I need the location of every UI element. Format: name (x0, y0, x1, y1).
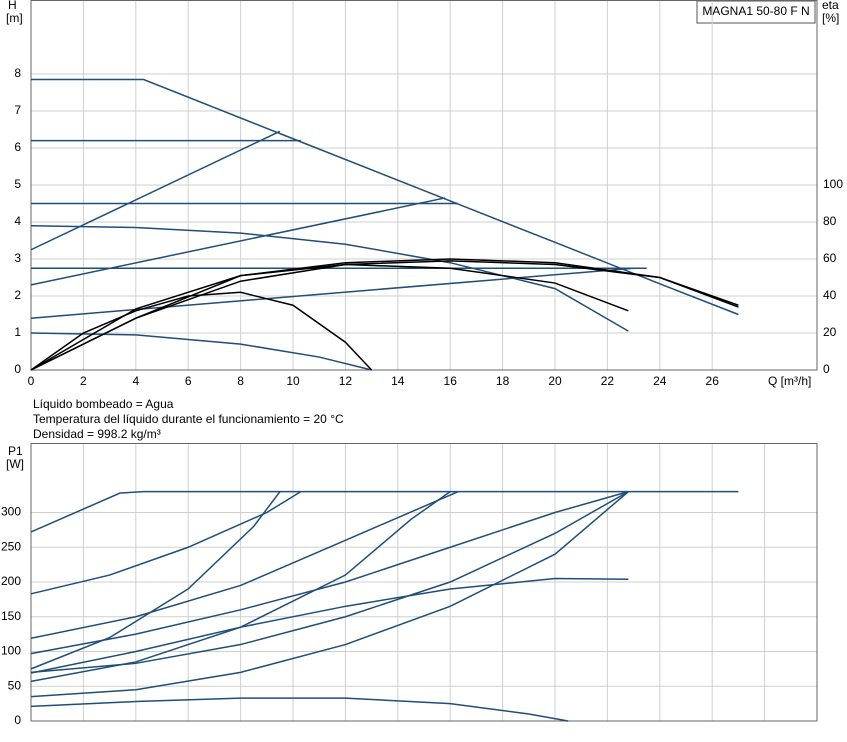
chart-title: MAGNA1 50-80 F N (702, 4, 809, 18)
x-tick-label: 22 (601, 374, 615, 388)
y2-tick-label: 60 (823, 251, 837, 265)
curve (30, 490, 629, 655)
curve (30, 260, 739, 371)
curve (30, 697, 569, 722)
y-unit: [m] (6, 11, 23, 25)
y-tick-label: 300 (1, 505, 21, 519)
y2-tick-label: 40 (823, 288, 837, 302)
y2-tick-label: 100 (823, 177, 843, 191)
x-tick-label: 14 (391, 374, 405, 388)
y-tick-label: 5 (14, 177, 21, 191)
curve (30, 224, 629, 332)
y-tick-label: 150 (1, 609, 21, 623)
y-tick-label: 8 (14, 66, 21, 80)
x-tick-label: 16 (444, 374, 458, 388)
curve (30, 490, 629, 674)
y-tick-label: 6 (14, 140, 21, 154)
note: Densidad = 998.2 kg/m³ (33, 427, 161, 441)
x-tick-label: 18 (496, 374, 510, 388)
y-tick-label: 0 (14, 362, 21, 376)
y-label: P1 (8, 444, 23, 458)
curve (30, 258, 739, 371)
y-label: H (8, 0, 17, 12)
y-tick-label: 1 (14, 325, 21, 339)
y-tick-label: 250 (1, 539, 21, 553)
curve (30, 577, 629, 674)
curve (31, 78, 739, 316)
x-label: Q [m³/h] (768, 374, 811, 388)
curve (30, 491, 281, 670)
x-tick-label: 10 (286, 374, 300, 388)
y2-label: eta (822, 0, 839, 12)
curve (30, 491, 629, 698)
note: Temperatura del líquido durante el funci… (33, 412, 344, 426)
x-tick-label: 24 (653, 374, 667, 388)
plot-border (30, 443, 818, 722)
x-tick-label: 2 (80, 374, 87, 388)
x-tick-label: 8 (237, 374, 244, 388)
y-tick-label: 100 (1, 644, 21, 658)
y-tick-label: 4 (14, 214, 21, 228)
x-tick-label: 6 (185, 374, 192, 388)
y-tick-label: 3 (14, 251, 21, 265)
y2-unit: [%] (822, 11, 839, 25)
plot-border (30, 0, 818, 371)
curve (30, 197, 446, 286)
x-tick-label: 20 (548, 374, 562, 388)
curve (30, 332, 372, 371)
y2-tick-label: 20 (823, 325, 837, 339)
y-tick-label: 2 (14, 288, 21, 302)
y-tick-label: 50 (8, 678, 22, 692)
curve (30, 490, 739, 533)
y-unit: [W] (6, 457, 24, 471)
y-tick-label: 200 (1, 574, 21, 588)
y2-tick-label: 80 (823, 214, 837, 228)
y-tick-label: 7 (14, 103, 21, 117)
curve (30, 490, 459, 640)
y-tick-label: 0 (14, 713, 21, 727)
curve (30, 267, 634, 319)
y2-tick-label: 0 (823, 362, 830, 376)
x-tick-label: 26 (706, 374, 720, 388)
note: Líquido bombeado = Agua (33, 397, 174, 411)
x-tick-label: 12 (339, 374, 353, 388)
x-tick-label: 4 (132, 374, 139, 388)
curve (30, 130, 281, 251)
x-tick-label: 0 (28, 374, 35, 388)
curve (30, 291, 373, 371)
curve (30, 491, 302, 595)
